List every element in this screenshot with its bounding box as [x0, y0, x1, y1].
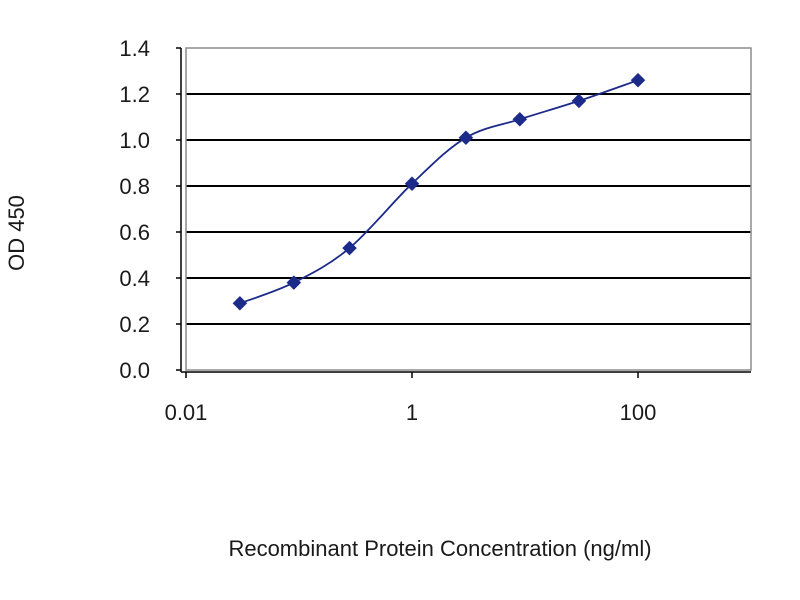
y-tick-labels: 0.0 0.2 0.4 0.6 0.8 1.0 1.2 1.4	[119, 36, 150, 383]
series-line	[239, 79, 639, 305]
x-tick-label: 1	[406, 400, 418, 425]
x-tick-label: 100	[620, 400, 657, 425]
y-tick-label: 0.2	[119, 312, 150, 337]
y-tick-label: 0.6	[119, 220, 150, 245]
x-tick-labels: 0.01 1 100	[165, 400, 657, 425]
data-point-marker	[458, 130, 474, 146]
y-tick-label: 0.4	[119, 266, 150, 291]
y-tick-label: 1.0	[119, 128, 150, 153]
data-point-marker	[404, 176, 420, 192]
y-tick-label: 0.0	[119, 358, 150, 383]
y-tick-label: 1.4	[119, 36, 150, 61]
data-point-marker	[630, 72, 646, 88]
x-tick-label: 0.01	[165, 400, 208, 425]
data-point-marker	[286, 275, 302, 290]
data-point-marker	[232, 295, 248, 311]
data-point-marker	[342, 240, 357, 256]
plot-area	[185, 47, 752, 371]
x-axis-title: Recombinant Protein Concentration (ng/ml…	[228, 536, 651, 561]
y-tick-label: 0.8	[119, 174, 150, 199]
axes	[176, 47, 751, 378]
series-layer	[232, 72, 646, 311]
y-axis-title: OD 450	[4, 195, 29, 271]
data-point-marker	[571, 93, 587, 109]
gridlines	[186, 93, 751, 325]
y-tick-label: 1.2	[119, 82, 150, 107]
data-point-marker	[512, 111, 528, 127]
